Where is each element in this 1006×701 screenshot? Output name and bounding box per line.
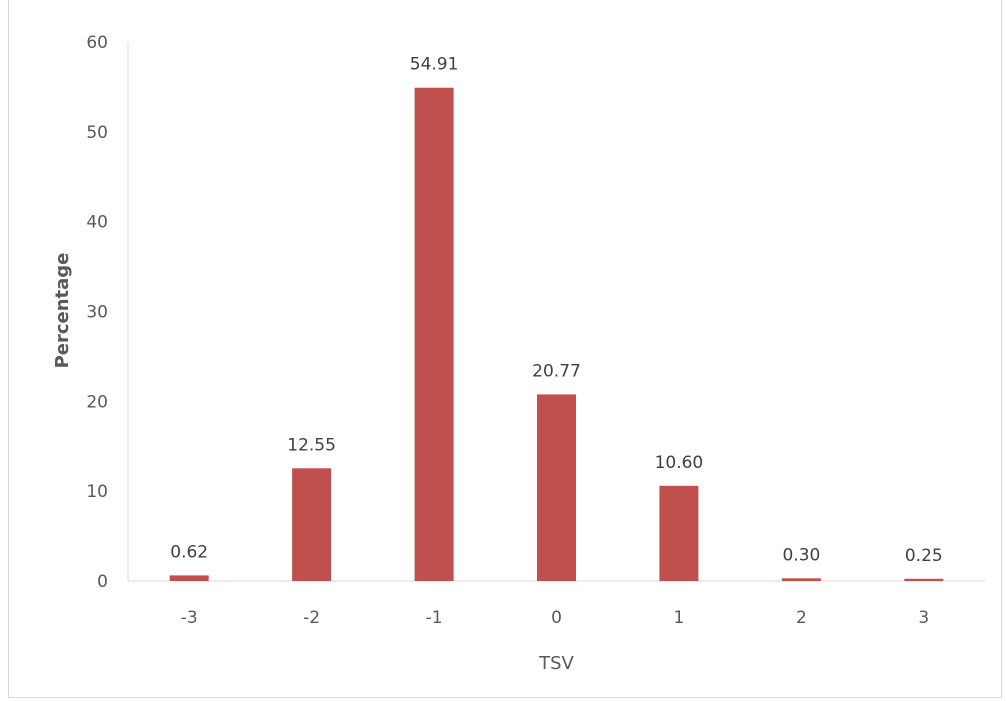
chart-axes: 0 10 20 30 40 50 60 -3 -2 -1 0 1 2 3	[86, 33, 985, 628]
bar	[537, 394, 576, 581]
y-tick-label: 10	[86, 482, 108, 502]
y-tick-label: 0	[97, 572, 108, 592]
y-tick-label: 50	[86, 123, 108, 143]
chart-frame	[8, 0, 1002, 698]
x-axis-title: TSV	[538, 653, 574, 674]
data-label: 0.25	[905, 546, 943, 566]
chart-data-labels: 0.62 12.55 54.91 20.77 10.60 0.30 0.25	[170, 55, 942, 566]
bar	[169, 575, 209, 581]
x-tick-label: 2	[796, 608, 807, 628]
data-label: 0.62	[170, 542, 208, 562]
x-tick-label: 0	[551, 608, 562, 628]
bar	[781, 578, 821, 581]
bar	[904, 578, 944, 581]
x-tick-label: -1	[426, 608, 443, 628]
data-label: 20.77	[532, 361, 581, 381]
bar	[659, 485, 699, 581]
y-tick-label: 40	[86, 213, 108, 233]
x-tick-label: 3	[918, 608, 929, 628]
data-label: 10.60	[655, 453, 704, 473]
y-tick-label: 20	[86, 392, 108, 412]
y-tick-label: 30	[86, 303, 108, 323]
data-label: 54.91	[410, 55, 459, 75]
x-tick-label: -2	[303, 608, 320, 628]
x-tick-label: -3	[181, 608, 198, 628]
chart-bars	[169, 87, 944, 581]
y-tick-label: 60	[86, 33, 108, 53]
bar	[414, 87, 454, 581]
data-label: 12.55	[287, 435, 336, 455]
data-label: 0.30	[782, 545, 820, 565]
x-tick-label: 1	[673, 608, 684, 628]
bar	[292, 468, 332, 581]
y-axis-title: Percentage	[52, 253, 73, 369]
